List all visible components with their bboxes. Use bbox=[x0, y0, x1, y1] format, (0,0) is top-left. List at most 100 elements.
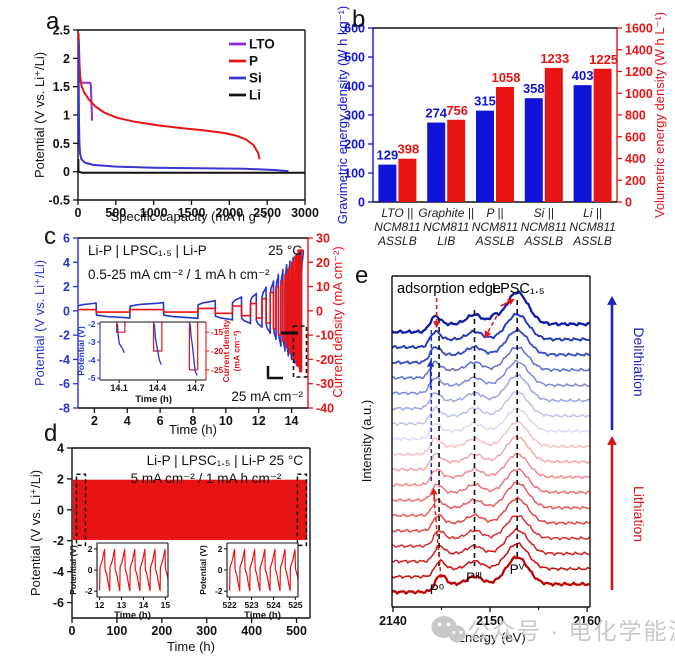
tick-label: 1.5 bbox=[53, 80, 70, 94]
c-temperature-label: 25 °C bbox=[268, 243, 302, 258]
panel-letter-a: a bbox=[46, 8, 60, 35]
e-adsorption-arrow-head bbox=[433, 321, 441, 328]
bar-gravimetric bbox=[427, 122, 446, 202]
e-lpsc-arrow-head bbox=[507, 298, 515, 306]
spectrum-curve-15 bbox=[392, 327, 590, 365]
spectrum-curve-5 bbox=[392, 481, 590, 518]
a-xaxis-title: Specific capacity (mA h g⁻¹) bbox=[111, 209, 272, 224]
tick-label: Li || bbox=[583, 206, 602, 220]
e-yaxis-title: Intensity (a.u.) bbox=[359, 400, 374, 482]
spectrum-curve-11 bbox=[392, 390, 590, 426]
inset-potential-spike bbox=[153, 323, 162, 365]
tick-label: Time (h) bbox=[114, 610, 151, 621]
spectrum-curve-16 bbox=[392, 312, 590, 350]
tick-label: 12 bbox=[95, 600, 105, 610]
c-traces bbox=[78, 249, 305, 373]
tick-label: -15 bbox=[211, 327, 224, 337]
tick-label: 0 bbox=[57, 503, 64, 517]
tick-label: 2500 bbox=[253, 206, 281, 220]
d-cell-config-label: Li-P | LPSC₁.₅ | Li-P bbox=[147, 453, 266, 468]
tick-label: 20 bbox=[316, 256, 330, 270]
wechat-eye bbox=[446, 622, 451, 627]
tick-label: 400 bbox=[625, 152, 646, 166]
tick-label: -2 bbox=[53, 534, 64, 548]
c-solid-bracket bbox=[266, 366, 283, 380]
d-yaxis-title: Potential (V vs. Li⁺/Li) bbox=[28, 470, 43, 596]
tick-label: LIB bbox=[437, 234, 455, 248]
c-cell-config-label: Li-P | LPSC₁.₅ | Li-P bbox=[88, 243, 207, 258]
spectrum-curve-13 bbox=[392, 359, 590, 396]
tick-label: 3000 bbox=[291, 206, 319, 220]
tick-label: 300 bbox=[344, 109, 365, 123]
inset-current-spike bbox=[115, 322, 126, 333]
spectrum-curve-2 bbox=[392, 527, 590, 564]
tick-label: 0 bbox=[75, 206, 82, 220]
tick-label: 100 bbox=[344, 167, 365, 181]
tick-label: 274 bbox=[425, 106, 447, 121]
tick-label: 525 bbox=[288, 600, 302, 610]
tick-label: Si || bbox=[534, 206, 554, 220]
tick-label: 358 bbox=[523, 81, 545, 96]
tick-label: -20 bbox=[211, 346, 224, 356]
tick-label: -6 bbox=[53, 596, 64, 610]
tick-label: 1 bbox=[63, 109, 70, 123]
tick-label: 0 bbox=[218, 565, 223, 575]
tick-label: 6 bbox=[63, 232, 70, 246]
tick-label: 0 bbox=[316, 304, 323, 318]
watermark-text: 公众号 · 电化学能源 bbox=[467, 618, 675, 644]
d-cycling-band bbox=[72, 479, 308, 540]
tick-label: 524 bbox=[266, 600, 280, 610]
tick-label: NCM811 bbox=[374, 220, 420, 234]
e-pv-peak-label: Pⱽ bbox=[510, 562, 525, 577]
tick-label: 2150 bbox=[476, 614, 504, 628]
wechat-eye bbox=[437, 622, 442, 627]
c-yaxis-left-title: Potential (V vs. Li⁺/Li) bbox=[32, 260, 47, 386]
d-dashed-zoom-box bbox=[296, 473, 308, 547]
spectrum-curve-3 bbox=[392, 514, 590, 549]
b-yaxis-left-title: Gravimetric energy density (W h kg⁻¹) bbox=[335, 6, 350, 225]
d-xaxis-title: Time (h) bbox=[167, 639, 215, 654]
spectrum-curve-7 bbox=[392, 452, 590, 488]
tick-label: -8 bbox=[59, 402, 70, 416]
a-yaxis-title: Potential (V vs. Li⁺/Li) bbox=[32, 52, 47, 178]
tick-label: 30 bbox=[316, 232, 330, 246]
tick-label: 756 bbox=[446, 103, 468, 118]
bar-gravimetric bbox=[476, 110, 494, 202]
series-Si bbox=[77, 41, 289, 173]
tick-label: -40 bbox=[316, 402, 334, 416]
tick-label: Time (h) bbox=[244, 610, 281, 621]
tick-label: 500 bbox=[286, 624, 307, 638]
tick-label: ASSLB bbox=[377, 234, 417, 248]
tick-label: -30 bbox=[316, 377, 334, 391]
tick-label: -10 bbox=[316, 329, 334, 343]
tick-label: 522 bbox=[223, 600, 237, 610]
tick-label: NCM811 bbox=[472, 220, 518, 234]
bar-volumetric bbox=[593, 68, 612, 202]
spectrum-curve-1 bbox=[392, 542, 590, 579]
tick-label: 0.5 bbox=[53, 137, 70, 151]
tick-label: 0 bbox=[625, 196, 632, 210]
bar-volumetric bbox=[544, 67, 563, 202]
tick-label: 1400 bbox=[625, 43, 653, 57]
tick-label: 13 bbox=[117, 600, 127, 610]
tick-label: 14 bbox=[285, 414, 299, 428]
tick-label: 1225 bbox=[589, 52, 618, 67]
spectrum-curve-17 bbox=[392, 290, 590, 334]
spectrum-curve-14 bbox=[392, 346, 590, 380]
c-dashed-zoom-box bbox=[292, 325, 308, 378]
spectrum-curve-0 bbox=[392, 555, 590, 595]
c-inset-traces bbox=[115, 322, 199, 376]
tick-label: -4 bbox=[59, 353, 70, 367]
spectrum-curve-12 bbox=[392, 373, 590, 411]
tick-label: LTO bbox=[249, 37, 275, 52]
tick-label: 500 bbox=[344, 51, 365, 65]
c-condition-label: 0.5-25 mA cm⁻² / 1 mA h cm⁻² bbox=[88, 267, 270, 282]
tick-label: 600 bbox=[625, 130, 646, 144]
tick-label: 4 bbox=[124, 414, 131, 428]
tick-label: ASSLB bbox=[572, 234, 612, 248]
tick-label: 398 bbox=[398, 142, 420, 157]
d-inset-bg bbox=[97, 543, 168, 597]
spectrum-curve-6 bbox=[392, 467, 590, 503]
tick-label: 1058 bbox=[492, 70, 521, 85]
